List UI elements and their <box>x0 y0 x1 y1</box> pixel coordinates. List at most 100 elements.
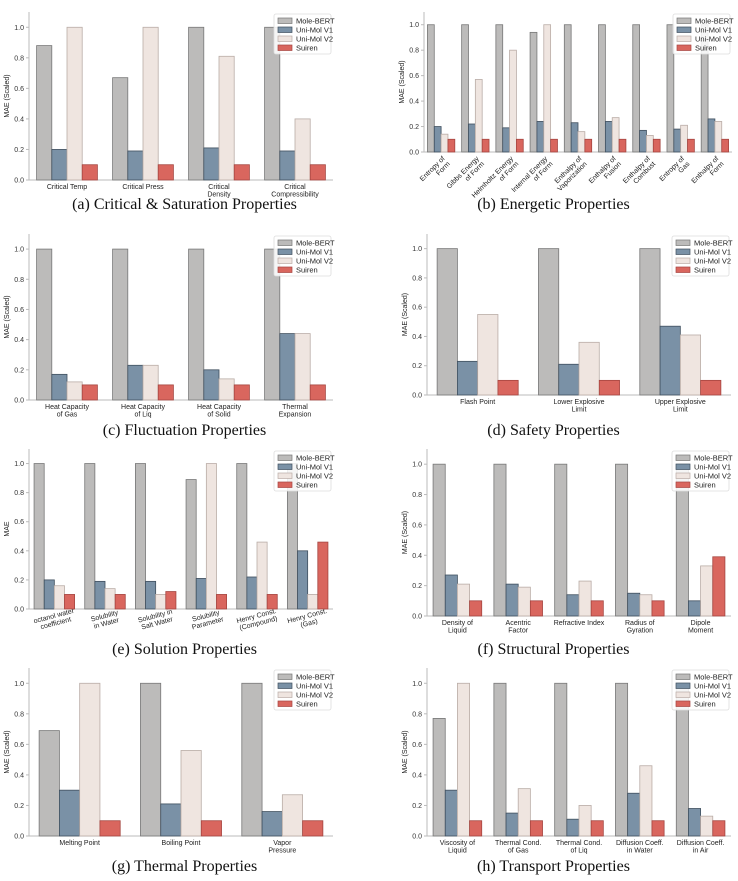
bar-uni-mol-v2 <box>474 79 483 153</box>
bar-uni-mol-v2 <box>700 815 714 837</box>
y-tick-label: 1.0 <box>14 681 24 688</box>
bar-uni-mol-v2 <box>205 463 217 610</box>
bar-suiren <box>481 138 490 153</box>
bar-uni-mol-v1 <box>502 127 510 153</box>
bar-uni-mol-v2 <box>307 594 319 610</box>
y-tick-label: 0.8 <box>412 711 422 718</box>
y-tick-label: 0.0 <box>14 607 24 614</box>
bar-mole-bert <box>436 248 458 396</box>
x-tick-label: Expansion <box>279 412 312 419</box>
y-tick-label: 0.4 <box>14 548 24 555</box>
bar-uni-mol-v2 <box>440 133 449 153</box>
x-tick-label: Heat Capacity <box>45 404 89 411</box>
legend-swatch <box>277 26 293 33</box>
legend-swatch <box>675 682 691 689</box>
chart-g: 0.0 0.2 0.4 0.6 0.8 1.0 MAE (Scaled) Melting Po… <box>4 668 335 855</box>
legend-swatch <box>675 248 691 255</box>
caption-h: (h) Transport Properties <box>477 858 630 875</box>
legend-box <box>273 450 332 492</box>
bar-uni-mol-v1 <box>457 360 479 396</box>
x-tick-label: Moment <box>688 628 713 635</box>
y-tick-label: 1.0 <box>14 25 24 32</box>
bar-suiren <box>712 556 726 617</box>
legend-swatch <box>675 257 691 264</box>
x-tick-label: Limit <box>572 407 587 414</box>
bar-uni-mol-v2 <box>218 55 235 181</box>
legend-swatch <box>675 700 691 707</box>
x-tick-label: Lower Explosive <box>554 399 605 406</box>
bar-suiren <box>157 384 174 401</box>
x-tick-label: Gyration <box>627 628 654 635</box>
y-tick-label: 0.6 <box>412 305 422 312</box>
bar-suiren <box>233 384 250 401</box>
bar-mole-bert <box>666 24 675 153</box>
bar-uni-mol-v1 <box>433 126 442 153</box>
y-tick-label: 0.6 <box>14 519 24 526</box>
bar-uni-mol-v1 <box>505 583 519 617</box>
y-tick-label: 0.0 <box>412 834 422 841</box>
legend-swatch <box>277 44 293 51</box>
panel-d: 0.0 0.2 0.4 0.6 0.8 1.0 MAE (Scaled) Flash Poin… <box>369 222 738 444</box>
y-axis-label: MAE (Scaled) <box>4 74 11 117</box>
legend-swatch <box>277 700 293 707</box>
x-tick-label: of Gas <box>57 412 78 419</box>
y-tick-label: 0.6 <box>14 742 24 749</box>
bar-uni-mol-v2 <box>611 117 620 153</box>
y-tick-label: 0.4 <box>14 772 24 779</box>
y-axis-label: MAE (Scaled) <box>402 730 409 773</box>
bar-suiren <box>651 600 665 617</box>
legend-swatch <box>675 266 691 273</box>
x-tick-label: of Solid <box>207 412 230 419</box>
bar-uni-mol-v1 <box>604 121 613 153</box>
bar-uni-mol-v1 <box>688 600 702 617</box>
bar-mole-bert <box>112 77 129 181</box>
bar-suiren <box>317 541 329 610</box>
bar-mole-bert <box>615 463 629 617</box>
bar-uni-mol-v2 <box>639 765 653 837</box>
legend-label: Suiren <box>296 481 318 490</box>
bar-suiren <box>200 820 222 837</box>
bar-mole-bert <box>185 479 197 610</box>
bar-mole-bert <box>188 248 205 401</box>
bar-uni-mol-v1 <box>536 121 545 153</box>
y-tick-label: 0.8 <box>14 490 24 497</box>
bar-mole-bert <box>432 463 446 617</box>
x-tick-label: Factor <box>508 628 529 635</box>
chart-c: 0.0 0.2 0.4 0.6 0.8 1.0 MAE (Scaled) Heat Capac… <box>4 234 335 419</box>
legend-label: Uni-Mol V1 <box>694 248 731 257</box>
bar-suiren <box>550 138 558 153</box>
caption-c: (c) Fluctuation Properties <box>102 422 267 439</box>
x-tick-label: Density of <box>442 620 473 627</box>
legend-swatch <box>675 673 691 680</box>
legend-swatch <box>277 257 293 264</box>
legend-label: Uni-Mol V1 <box>296 682 333 691</box>
bar-uni-mol-v2 <box>79 682 101 837</box>
bar-mole-bert <box>495 24 504 153</box>
bar-mole-bert <box>538 248 560 396</box>
bar-suiren <box>652 138 661 153</box>
x-tick-label: Henry Const.(Compound) <box>236 608 278 632</box>
y-tick-label: 0.4 <box>412 553 422 560</box>
bar-suiren <box>469 820 483 837</box>
bar-mole-bert <box>264 248 281 401</box>
y-tick-label: 0.6 <box>14 307 24 314</box>
bar-uni-mol-v2 <box>639 594 653 617</box>
x-tick-label: Upper Explosive <box>655 399 706 406</box>
y-tick-label: 0.8 <box>14 711 24 718</box>
x-tick-label: Refractive Index <box>554 620 605 627</box>
legend-swatch <box>277 17 293 24</box>
bar-suiren <box>64 594 76 610</box>
y-tick-label: 1.0 <box>409 22 419 29</box>
x-tick-label: Liquid <box>448 848 467 855</box>
legend-swatch <box>277 266 293 273</box>
bar-suiren <box>114 594 126 610</box>
y-tick-label: 0.0 <box>412 614 422 621</box>
y-tick-label: 0.8 <box>14 277 24 284</box>
bar-uni-mol-v1 <box>688 808 702 837</box>
legend-label: Uni-Mol V2 <box>296 691 333 700</box>
bar-suiren <box>584 138 593 153</box>
legend-label: Suiren <box>694 700 716 709</box>
legend-label: Uni-Mol V2 <box>694 691 731 700</box>
